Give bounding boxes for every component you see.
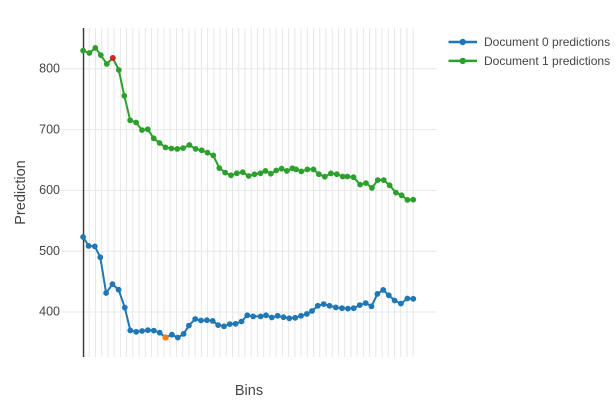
svg-text:700: 700 (39, 122, 60, 136)
svg-text:800: 800 (39, 62, 60, 76)
svg-text:500: 500 (39, 244, 60, 258)
svg-text:Prediction: Prediction (13, 160, 29, 224)
svg-text:Document 0 predictions: Document 0 predictions (484, 35, 610, 49)
svg-text:400: 400 (39, 305, 60, 319)
svg-text:Bins: Bins (235, 383, 263, 399)
svg-text:600: 600 (39, 183, 60, 197)
svg-text:Document 1 predictions: Document 1 predictions (484, 54, 610, 68)
